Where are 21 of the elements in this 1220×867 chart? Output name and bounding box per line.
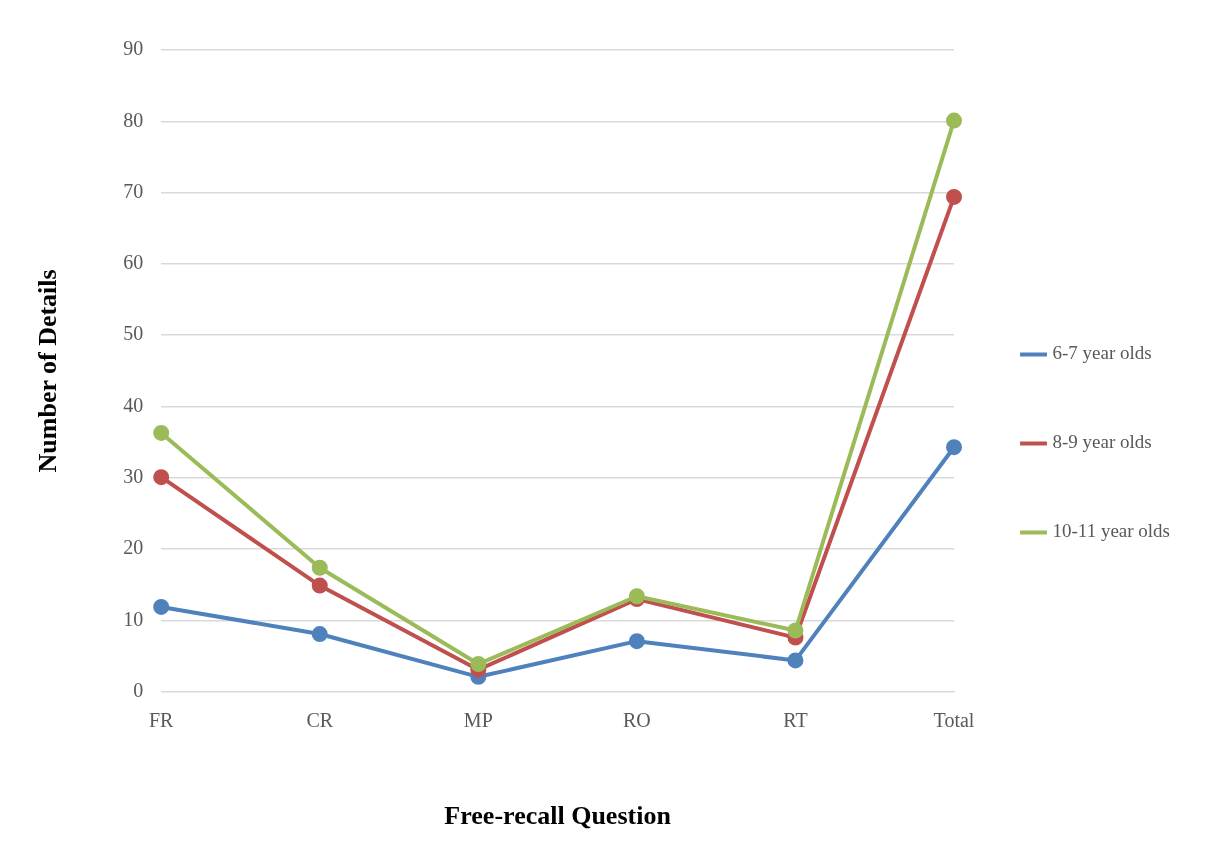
y-tick-label: 30: [123, 465, 144, 488]
x-tick-label: FR: [148, 709, 175, 732]
x-tick-label: RT: [783, 709, 808, 732]
y-tick-label: 10: [123, 607, 144, 630]
y-tick-label: 50: [123, 322, 144, 345]
y-tick-label: 70: [123, 179, 144, 202]
y-tick-label: 20: [123, 536, 144, 559]
legend-label: 8-9 year olds: [1052, 431, 1152, 453]
x-tick-label: Total: [933, 709, 975, 732]
x-tick-label: RO: [622, 709, 651, 732]
y-tick-label: 90: [123, 37, 144, 60]
y-tick-label: 40: [123, 393, 144, 416]
x-tick-label: CR: [306, 709, 334, 732]
legend-label: 10-11 year olds: [1052, 520, 1171, 542]
y-tick-label: 80: [123, 108, 144, 131]
legend-label: 6-7 year olds: [1052, 342, 1152, 364]
y-tick-label: 60: [123, 251, 144, 274]
y-tick-label: 0: [133, 679, 144, 702]
x-tick-label: MP: [463, 709, 493, 732]
y-axis-title: Number of Details: [33, 269, 63, 473]
x-axis-title: Free-recall Question: [444, 801, 672, 831]
